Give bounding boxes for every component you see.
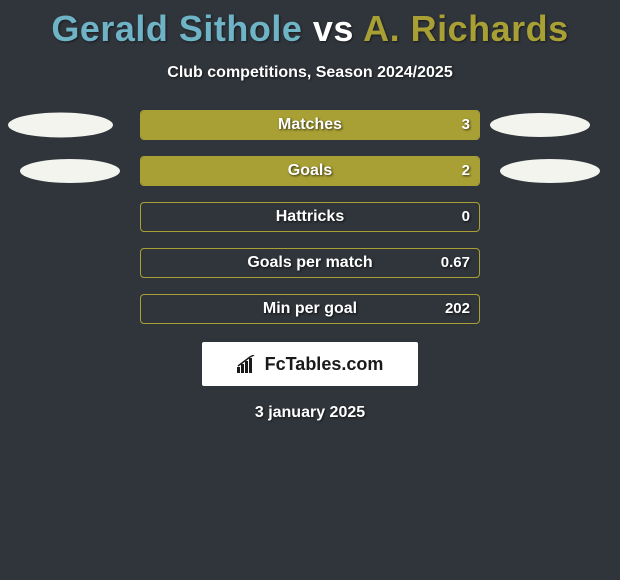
- player2-ellipse: [490, 113, 590, 137]
- player2-name: A. Richards: [363, 8, 569, 49]
- stat-row: Goals per match0.67: [0, 248, 620, 278]
- brand-chart-icon: [237, 355, 259, 373]
- page-title: Gerald Sithole vs A. Richards: [0, 0, 620, 50]
- player1-ellipse: [20, 159, 120, 183]
- stat-bar-track: [140, 156, 480, 186]
- vs-text: vs: [313, 8, 354, 49]
- footer-date: 3 january 2025: [0, 404, 620, 422]
- player1-ellipse: [8, 113, 113, 138]
- stat-row: Matches3: [0, 110, 620, 140]
- stat-row: Hattricks0: [0, 202, 620, 232]
- stat-bar-fill: [141, 157, 479, 185]
- stat-row: Min per goal202: [0, 294, 620, 324]
- subtitle: Club competitions, Season 2024/2025: [0, 64, 620, 82]
- player1-name: Gerald Sithole: [51, 8, 302, 49]
- brand-badge[interactable]: FcTables.com: [202, 342, 418, 386]
- stat-bar-track: [140, 202, 480, 232]
- stat-bar-track: [140, 294, 480, 324]
- stat-row: Goals2: [0, 156, 620, 186]
- stat-bar-track: [140, 248, 480, 278]
- stat-bar-fill: [141, 111, 479, 139]
- player2-ellipse: [500, 159, 600, 183]
- brand-text: FcTables.com: [265, 354, 384, 375]
- stat-bar-track: [140, 110, 480, 140]
- stats-container: Matches3 Goals2 Hattricks0 Goals per match0…: [0, 110, 620, 324]
